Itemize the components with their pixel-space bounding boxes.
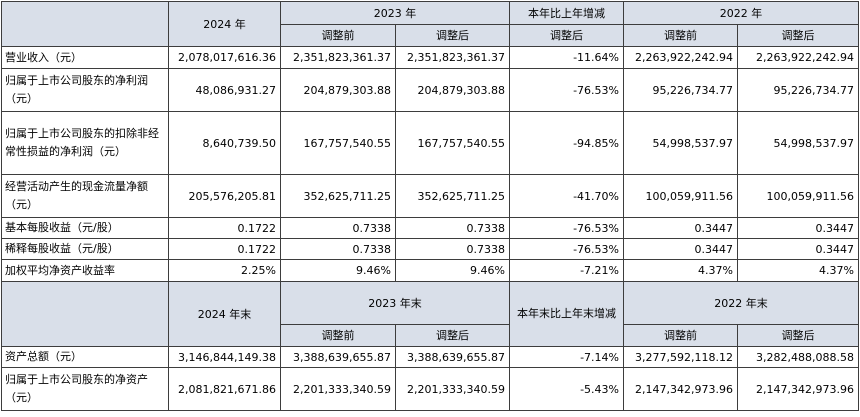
value-cell: -11.64%: [509, 46, 624, 69]
subheader-before-adjustment: 调整前: [623, 324, 738, 347]
value-cell: 100,059,911.56: [737, 174, 859, 218]
value-cell: 95,226,734.77: [623, 68, 738, 112]
value-cell: 204,879,303.88: [280, 68, 396, 112]
row-label: 经营活动产生的现金流量净额（元）: [1, 174, 169, 218]
value-cell: -76.53%: [509, 217, 624, 239]
value-cell: 3,277,592,118.12: [623, 346, 738, 368]
value-cell: 167,757,540.55: [395, 111, 510, 175]
table-row: 营业收入（元） 2,078,017,616.36 2,351,823,361.3…: [1, 46, 859, 69]
subheader-after-adjustment: 调整后: [395, 24, 510, 47]
header-yoy-change-year-end: 本年末比上年末增减: [509, 281, 624, 347]
value-cell: 4.37%: [737, 259, 859, 282]
table-row: 基本每股收益（元/股） 0.1722 0.7338 0.7338 -76.53%…: [1, 217, 859, 239]
subheader-before-adjustment: 调整前: [623, 24, 738, 47]
header-row: 2024 年末 2023 年末 本年末比上年末增减 2022 年末: [1, 281, 859, 347]
value-cell: 0.7338: [395, 217, 510, 239]
value-cell: 0.7338: [280, 238, 396, 260]
value-cell: 0.1722: [168, 217, 281, 239]
value-cell: 2,147,342,973.96: [623, 367, 738, 411]
value-cell: 2,263,922,242.94: [623, 46, 738, 69]
value-cell: -94.85%: [509, 111, 624, 175]
table-row: 归属于上市公司股东的扣除非经常性损益的净利润（元） 8,640,739.50 1…: [1, 111, 859, 175]
value-cell: 48,086,931.27: [168, 68, 281, 112]
header-year-end-2023: 2023 年末: [280, 281, 510, 325]
row-label: 资产总额（元）: [1, 346, 169, 368]
row-label: 加权平均净资产收益率: [1, 259, 169, 282]
value-cell: 2,081,821,671.86: [168, 367, 281, 411]
table-row: 经营活动产生的现金流量净额（元） 205,576,205.81 352,625,…: [1, 174, 859, 218]
subheader-after-adjustment: 调整后: [509, 24, 624, 47]
table-row: 归属于上市公司股东的净资产（元） 2,081,821,671.86 2,201,…: [1, 367, 859, 411]
table-row: 归属于上市公司股东的净利润（元） 48,086,931.27 204,879,3…: [1, 68, 859, 112]
row-label: 归属于上市公司股东的净资产（元）: [1, 367, 169, 411]
value-cell: -76.53%: [509, 238, 624, 260]
subheader-before-adjustment: 调整前: [280, 324, 396, 347]
value-cell: 204,879,303.88: [395, 68, 510, 112]
value-cell: -76.53%: [509, 68, 624, 112]
header-year-2023: 2023 年: [280, 1, 510, 25]
value-cell: -41.70%: [509, 174, 624, 218]
header-year-end-2024: 2024 年末: [168, 281, 281, 347]
value-cell: 9.46%: [280, 259, 396, 282]
subheader-row: 调整前 调整后 调整后 调整前 调整后: [2, 24, 859, 47]
value-cell: 4.37%: [623, 259, 738, 282]
subheader-before-adjustment: 调整前: [280, 24, 396, 47]
value-cell: 3,388,639,655.87: [280, 346, 396, 368]
value-cell: 3,282,488,088.58: [737, 346, 859, 368]
value-cell: 3,388,639,655.87: [395, 346, 510, 368]
header-year-2024: 2024 年: [168, 1, 281, 47]
value-cell: 0.3447: [737, 238, 859, 260]
value-cell: 2.25%: [168, 259, 281, 282]
header-year-2022: 2022 年: [623, 1, 859, 25]
subheader-after-adjustment: 调整后: [737, 24, 859, 47]
value-cell: 8,640,739.50: [168, 111, 281, 175]
value-cell: 2,147,342,973.96: [737, 367, 859, 411]
row-label: 归属于上市公司股东的扣除非经常性损益的净利润（元）: [1, 111, 169, 175]
table-row: 资产总额（元） 3,146,844,149.38 3,388,639,655.8…: [1, 346, 859, 368]
value-cell: 0.3447: [623, 217, 738, 239]
value-cell: -7.21%: [509, 259, 624, 282]
value-cell: 2,351,823,361.37: [280, 46, 396, 69]
row-label: 营业收入（元）: [1, 46, 169, 69]
value-cell: 0.3447: [623, 238, 738, 260]
value-cell: 54,998,537.97: [737, 111, 859, 175]
row-label: 稀释每股收益（元/股）: [1, 238, 169, 260]
value-cell: 2,201,333,340.59: [280, 367, 396, 411]
table-row: 加权平均净资产收益率 2.25% 9.46% 9.46% -7.21% 4.37…: [1, 259, 859, 282]
subheader-after-adjustment: 调整后: [737, 324, 859, 347]
value-cell: 167,757,540.55: [280, 111, 396, 175]
value-cell: 2,351,823,361.37: [395, 46, 510, 69]
header-row: 2024 年 2023 年 本年比上年增减 2022 年: [1, 1, 859, 47]
value-cell: 0.7338: [280, 217, 396, 239]
header-blank-cell: [1, 281, 169, 347]
value-cell: -5.43%: [509, 367, 624, 411]
value-cell: 2,078,017,616.36: [168, 46, 281, 69]
value-cell: 0.3447: [737, 217, 859, 239]
subheader-after-adjustment: 调整后: [395, 324, 510, 347]
value-cell: 54,998,537.97: [623, 111, 738, 175]
header-yoy-change: 本年比上年增减: [509, 1, 624, 25]
value-cell: 0.7338: [395, 238, 510, 260]
header-year-end-2022: 2022 年末: [623, 281, 859, 325]
row-label: 归属于上市公司股东的净利润（元）: [1, 68, 169, 112]
value-cell: 2,263,922,242.94: [737, 46, 859, 69]
value-cell: 2,201,333,340.59: [395, 367, 510, 411]
value-cell: 100,059,911.56: [623, 174, 738, 218]
value-cell: 205,576,205.81: [168, 174, 281, 218]
table-row: 稀释每股收益（元/股） 0.1722 0.7338 0.7338 -76.53%…: [1, 238, 859, 260]
header-blank-cell: [1, 1, 169, 47]
value-cell: 9.46%: [395, 259, 510, 282]
value-cell: 95,226,734.77: [737, 68, 859, 112]
value-cell: 3,146,844,149.38: [168, 346, 281, 368]
value-cell: 352,625,711.25: [280, 174, 396, 218]
value-cell: 0.1722: [168, 238, 281, 260]
value-cell: 352,625,711.25: [395, 174, 510, 218]
value-cell: -7.14%: [509, 346, 624, 368]
row-label: 基本每股收益（元/股）: [1, 217, 169, 239]
